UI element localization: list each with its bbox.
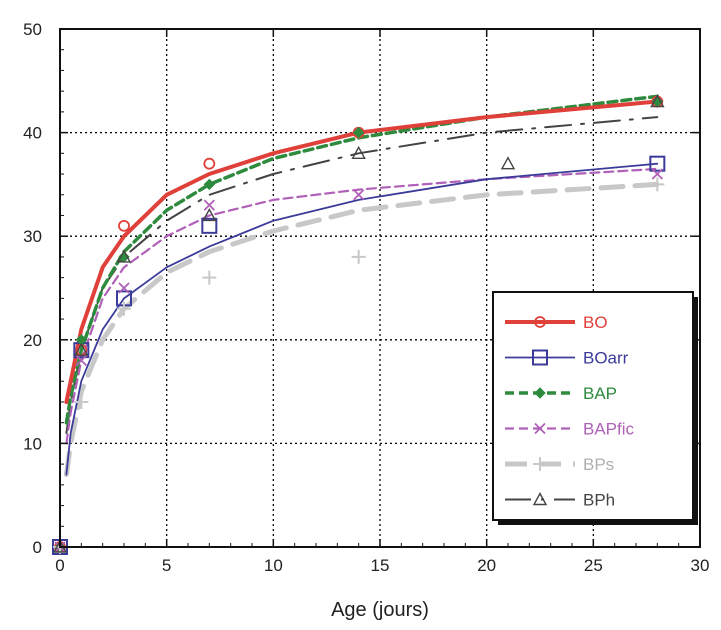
- legend-label-bapfic: BAPfic: [583, 420, 635, 439]
- fit-curve-bapfic: [65, 167, 659, 445]
- x-tick-label: 25: [584, 556, 603, 575]
- axis-ticks: 0 5 10 15 20 25 30 0 10 20 30 40 50: [23, 20, 709, 575]
- y-tick-label: 50: [23, 20, 42, 39]
- legend-label-bps: BPs: [583, 455, 614, 474]
- point-bph: [74, 342, 89, 356]
- point-bps: [650, 177, 665, 192]
- point-bapfic: [75, 354, 87, 367]
- x-tick-label: 15: [371, 556, 390, 575]
- point-bps: [74, 394, 89, 409]
- x-tick-label: 10: [264, 556, 283, 575]
- point-bps: [117, 301, 131, 316]
- point-bph: [500, 156, 516, 170]
- legend-box: [492, 291, 694, 521]
- y-tick-label: 0: [33, 538, 42, 557]
- point-bo: [118, 219, 130, 232]
- legend-marker-boarr: [532, 349, 548, 366]
- point-bapfic: [118, 282, 130, 294]
- point-bap: [203, 178, 216, 191]
- point-boarr: [201, 217, 218, 234]
- legend-label-bo: BO: [583, 313, 608, 332]
- legend-label-boarr: BOarr: [583, 349, 629, 368]
- legend-label-bph: BPh: [583, 491, 615, 510]
- legend: BO BOarr BAP BAPfic BPs BPh: [492, 291, 698, 525]
- point-bph: [202, 208, 217, 222]
- point-boarr: [649, 155, 666, 172]
- legend-label-bap: BAP: [583, 384, 617, 403]
- legend-marker-bph: [532, 492, 548, 506]
- fit-curve-boarr: [65, 162, 659, 476]
- x-tick-label: 30: [691, 556, 710, 575]
- point-bps: [351, 249, 366, 264]
- point-bapfic: [651, 168, 663, 180]
- point-bapfic: [203, 199, 215, 211]
- y-tick-label: 30: [23, 227, 42, 246]
- point-bph: [351, 145, 366, 160]
- point-bph: [650, 94, 665, 108]
- point-bps: [202, 270, 217, 285]
- point-bap: [352, 126, 365, 139]
- y-tick-label: 20: [23, 331, 42, 350]
- fit-curve-bap: [64, 94, 660, 425]
- point-bph: [116, 249, 132, 263]
- legend-marker-bapfic: [534, 422, 546, 435]
- legend-marker-bo: [534, 316, 546, 328]
- fit-curve-bps: [63, 181, 660, 477]
- x-tick-label: 5: [162, 556, 171, 575]
- x-axis-title: Age (jours): [331, 599, 429, 621]
- point-bo: [203, 157, 216, 170]
- legend-marker-bap: [534, 387, 546, 399]
- y-tick-label: 40: [23, 124, 42, 143]
- legend-marker-bps: [533, 457, 547, 471]
- x-tick-label: 20: [477, 556, 496, 575]
- y-tick-label: 10: [23, 434, 42, 453]
- x-tick-label: 0: [55, 556, 64, 575]
- point-bapfic: [353, 189, 365, 201]
